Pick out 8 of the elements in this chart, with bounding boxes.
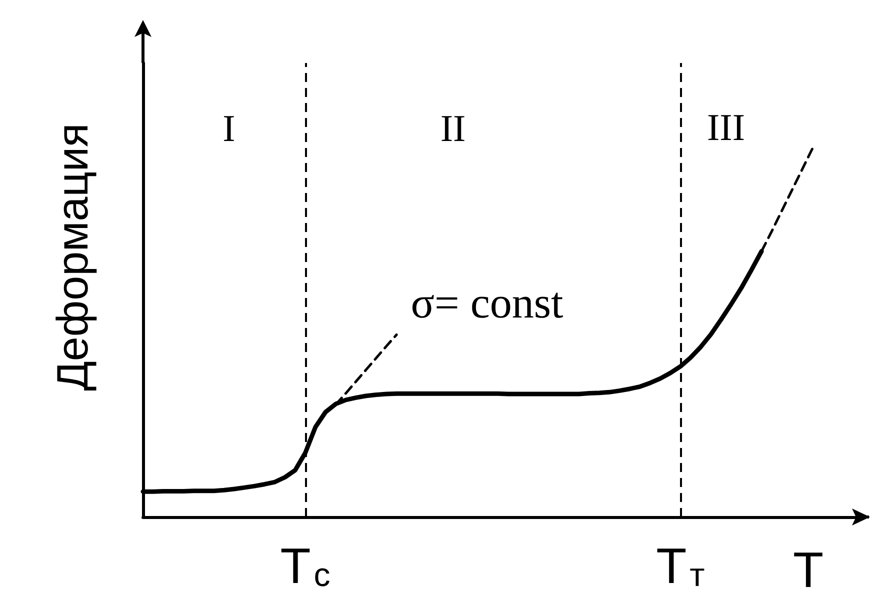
y-axis-title: Деформация: [48, 123, 98, 391]
annotation: III: [707, 107, 745, 149]
x-tick-label: Tс: [280, 538, 330, 594]
x-axis-title: T: [793, 542, 824, 598]
x-tick-label: Tт: [656, 538, 705, 594]
annotation: II: [440, 108, 466, 150]
annotation: I: [222, 108, 236, 150]
annotation: σ= const: [410, 278, 564, 328]
